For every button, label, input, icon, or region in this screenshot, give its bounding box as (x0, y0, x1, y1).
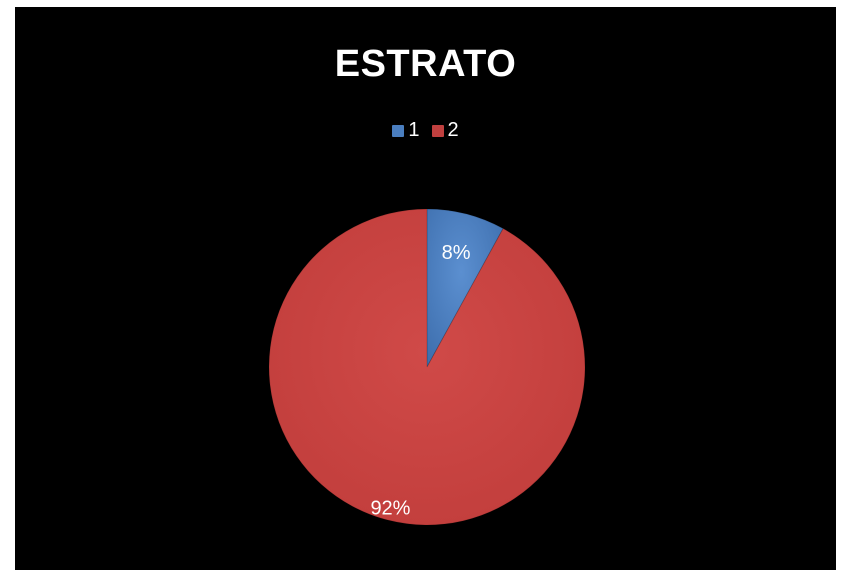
legend: 1 2 (15, 119, 836, 142)
legend-swatch-2 (431, 124, 444, 137)
data-label-2: 92% (370, 498, 410, 520)
pie-slice-2 (268, 208, 586, 526)
legend-item-1: 1 (392, 119, 420, 142)
chart-title: ESTRATO (334, 43, 517, 85)
legend-label-1: 1 (408, 119, 420, 141)
legend-label-2: 2 (447, 119, 459, 141)
legend-swatch-1 (392, 124, 405, 137)
pie-slice-1 (426, 208, 504, 368)
data-label-1: 8% (442, 242, 471, 264)
legend-item-2: 2 (431, 119, 459, 142)
pie-chart: 8% 92% (268, 208, 586, 526)
chart-area: ESTRATO 1 2 8% 92% (15, 7, 836, 570)
